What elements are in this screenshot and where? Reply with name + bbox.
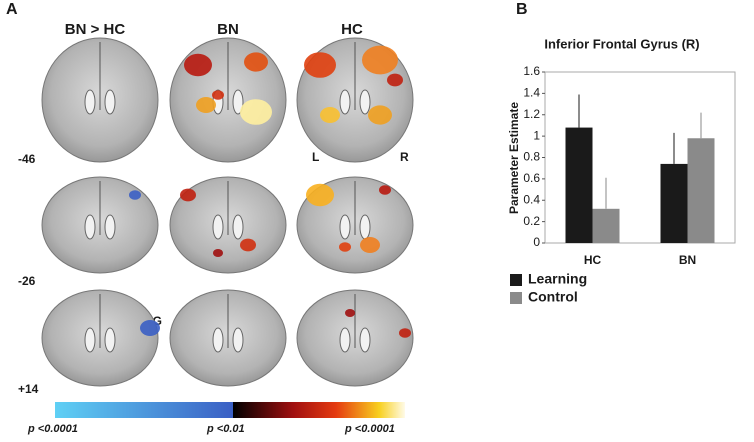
bar: [592, 208, 620, 243]
activation: [368, 105, 392, 125]
activation: [196, 97, 216, 113]
brain-ventricle: [212, 214, 224, 240]
panel-a: A BN > HC BN HC -46 -26 +14 IFG L R p <0…: [6, 1, 414, 435]
colorbar-label: p <0.0001: [344, 423, 395, 435]
y-tick-label: 0.2: [523, 214, 540, 228]
activation: [320, 107, 340, 123]
y-tick-label: 1.6: [523, 64, 540, 78]
brain-ventricle: [84, 89, 96, 115]
brain-ventricle: [339, 89, 351, 115]
activation: [362, 45, 398, 75]
brain-ventricle: [104, 89, 116, 115]
legend-label: Control: [528, 289, 578, 305]
activation: [399, 328, 411, 338]
slice-label: -26: [18, 274, 36, 288]
bar: [687, 138, 715, 243]
y-tick-label: 1.2: [523, 107, 540, 121]
activation: [339, 242, 351, 252]
brain-ventricle: [339, 327, 351, 353]
colorbar-label: p <0.01: [206, 423, 245, 435]
activation: [379, 185, 391, 195]
chart-title: Inferior Frontal Gyrus (R): [544, 36, 699, 51]
legend-swatch: [510, 274, 522, 286]
y-tick-label: 0: [533, 235, 540, 249]
activation: [180, 188, 196, 202]
brain-ventricle: [84, 214, 96, 240]
brain-ventricle: [359, 214, 371, 240]
x-tick-label: HC: [584, 253, 602, 267]
y-tick-label: 1: [533, 128, 540, 142]
activation: [306, 183, 334, 207]
column-header: BN: [217, 21, 239, 38]
bar: [565, 127, 593, 243]
y-tick-label: 0.6: [523, 171, 540, 185]
activation: [212, 90, 224, 100]
y-tick-label: 0.4: [523, 192, 540, 206]
brain-ventricle: [212, 327, 224, 353]
brain-ventricle: [359, 89, 371, 115]
x-tick-label: BN: [679, 253, 696, 267]
activation: [345, 309, 355, 317]
bar: [660, 163, 688, 243]
column-header: BN > HC: [65, 21, 126, 38]
activation: [387, 73, 403, 87]
brain-ventricle: [339, 214, 351, 240]
colorbar-negative: [55, 402, 233, 418]
panel-letter: B: [516, 1, 528, 18]
colorbar-positive: [233, 402, 405, 418]
brain-ventricle: [232, 327, 244, 353]
activation: [360, 237, 380, 253]
panel-b: B Inferior Frontal Gyrus (R) Parameter E…: [507, 1, 736, 305]
activation: [244, 52, 268, 72]
activation: [240, 238, 256, 252]
column-header: HC: [341, 21, 363, 38]
colorbar-label: p <0.0001: [27, 423, 78, 435]
activation: [129, 190, 141, 200]
brain-ventricle: [104, 327, 116, 353]
brain-ventricle: [359, 327, 371, 353]
side-label: L: [312, 150, 319, 164]
brain-ventricle: [232, 214, 244, 240]
activation: [184, 53, 212, 77]
y-axis-label: Parameter Estimate: [507, 102, 521, 214]
slice-label: +14: [18, 382, 39, 396]
legend-swatch: [510, 292, 522, 304]
activation: [304, 52, 336, 78]
brain-ventricle: [232, 89, 244, 115]
activation: [240, 99, 272, 125]
activation: [140, 320, 160, 336]
y-tick-label: 0.8: [523, 150, 540, 164]
slice-label: -46: [18, 152, 36, 166]
activation: [213, 249, 223, 257]
side-label: R: [400, 150, 409, 164]
brain-ventricle: [84, 327, 96, 353]
legend-label: Learning: [528, 271, 587, 287]
brain-ventricle: [104, 214, 116, 240]
panel-letter: A: [6, 1, 18, 18]
y-tick-label: 1.4: [523, 86, 540, 100]
